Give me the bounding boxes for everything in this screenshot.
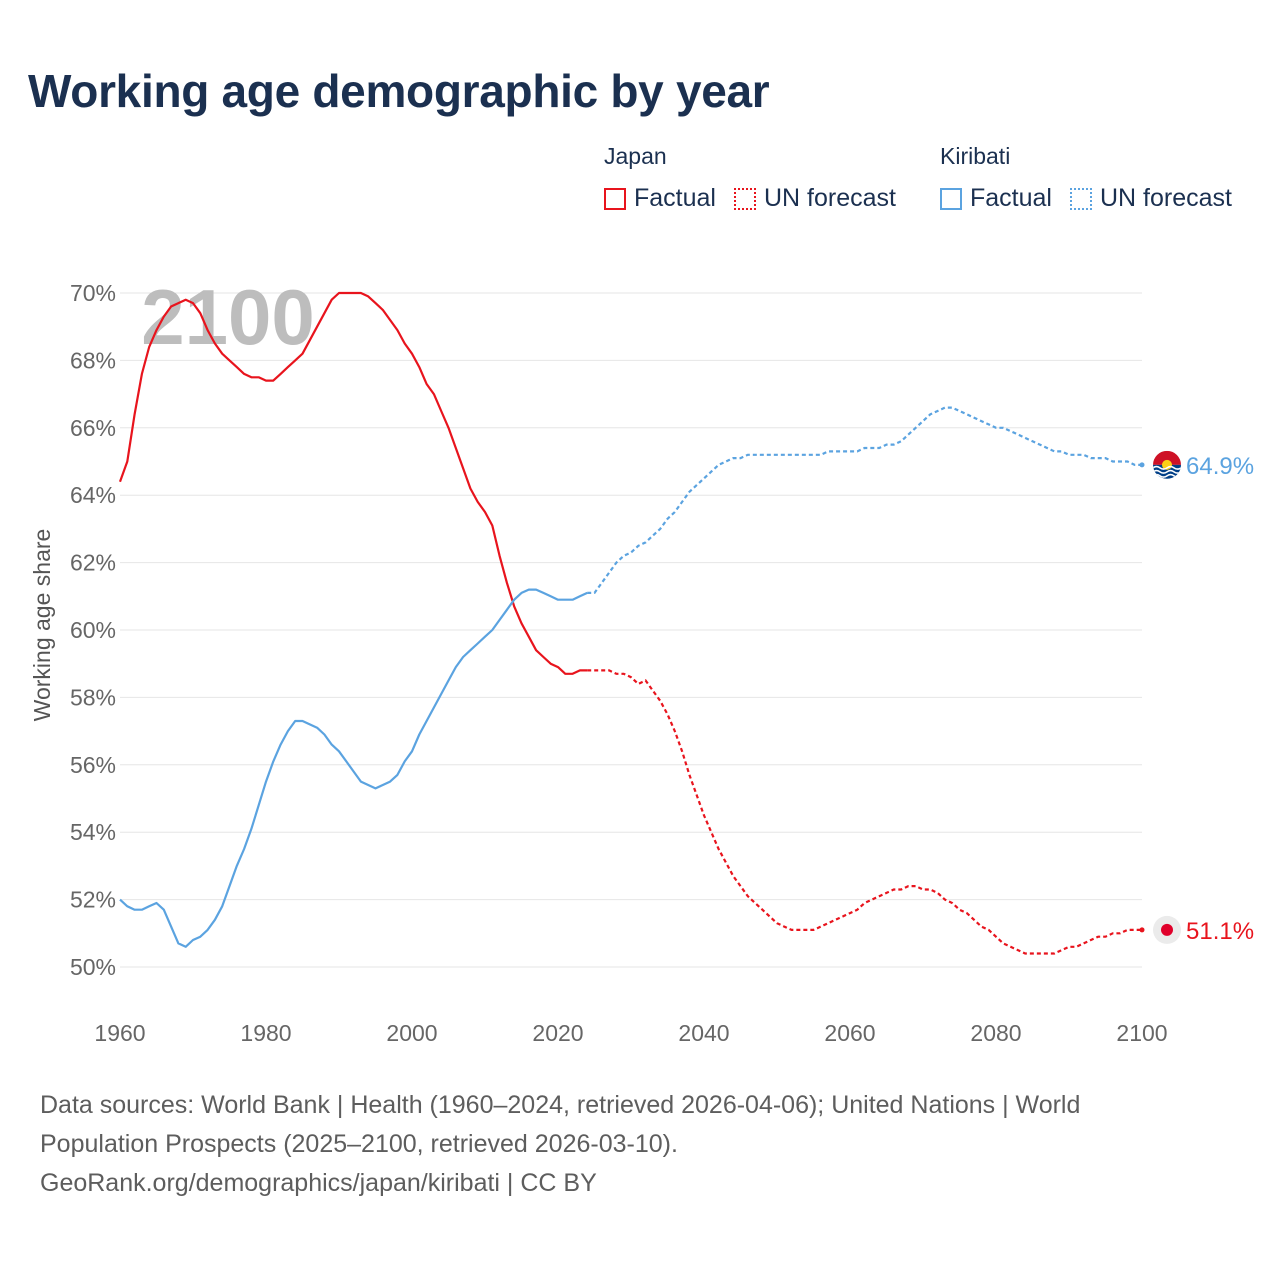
chart-title: Working age demographic by year [28, 65, 770, 117]
x-tick-label: 2000 [386, 1020, 437, 1046]
legend-kiribati-forecast[interactable]: UN forecast [1069, 184, 1232, 213]
legend-label: Factual [970, 184, 1052, 212]
legend-group-japan: Japan Factual UN forecast [604, 143, 914, 213]
y-tick-label: 54% [70, 819, 116, 845]
grid-lines [120, 292, 1142, 968]
flag-wave [1153, 473, 1181, 478]
legend-japan-forecast[interactable]: UN forecast [733, 184, 896, 213]
line-chart: 2100 50% 52% 54% 56% 58% 60% 62% 64% 66% 68% 70% 1… [29, 273, 1254, 1046]
legend-group-kiribati: Kiribati Factual UN forecast [940, 143, 1232, 213]
x-tick-label: 1960 [94, 1020, 145, 1046]
legend-swatch-dotted [733, 187, 756, 210]
footer-sources-line1: Data sources: World Bank | Health (1960–… [40, 1091, 1081, 1119]
flag-wave [1153, 465, 1181, 470]
y-tick-label: 66% [70, 415, 116, 441]
series-point-kiribati[interactable] [1139, 462, 1145, 468]
x-axis: 1960 1980 2000 2020 2040 2060 2080 2100 [94, 1020, 1167, 1046]
legend-label: UN forecast [1099, 184, 1232, 212]
legend-group-name: Kiribati [940, 143, 1011, 169]
japan-flag-icon [1153, 915, 1181, 944]
legend-swatch-solid [940, 187, 962, 210]
legend-swatch-solid [604, 187, 626, 210]
footer-link[interactable]: GeoRank.org/demographics/japan/kiribati … [40, 1169, 597, 1197]
y-tick-label: 68% [70, 347, 116, 373]
series-line-japan-factual[interactable] [118, 291, 588, 675]
series-point-japan[interactable] [1139, 927, 1145, 933]
footer-sources-line2: Population Prospects (2025–2100, retriev… [40, 1130, 678, 1158]
flag-sun [1161, 923, 1173, 936]
kiribati-flag-icon [1153, 450, 1181, 479]
legend-japan-factual[interactable]: Factual [604, 184, 716, 213]
y-tick-label: 62% [70, 550, 116, 576]
y-tick-label: 58% [70, 684, 116, 710]
year-watermark: 2100 [141, 273, 315, 361]
y-tick-label: 50% [70, 954, 116, 980]
series-line-japan-forecast[interactable] [587, 669, 1142, 955]
y-axis-label: Working age share [29, 529, 55, 722]
end-value-label-japan: 51.1% [1186, 918, 1254, 945]
legend-kiribati-factual[interactable]: Factual [940, 184, 1052, 213]
series-line-kiribati-factual[interactable] [119, 588, 588, 948]
y-tick-label: 52% [70, 887, 116, 913]
flag-sky [1153, 450, 1181, 465]
x-tick-label: 2040 [678, 1020, 729, 1046]
series-line-kiribati-forecast[interactable] [587, 406, 1142, 595]
y-tick-label: 64% [70, 482, 116, 508]
legend-group-name: Japan [604, 143, 667, 169]
x-tick-label: 1980 [240, 1020, 291, 1046]
x-tick-label: 2020 [532, 1020, 583, 1046]
legend-label: UN forecast [763, 184, 896, 212]
y-tick-label: 60% [70, 617, 116, 643]
end-markers: 51.1% 64.9% [1153, 450, 1254, 945]
x-tick-label: 2060 [824, 1020, 875, 1046]
x-tick-label: 2080 [970, 1020, 1021, 1046]
y-tick-label: 70% [70, 280, 116, 306]
flag-wave [1153, 469, 1181, 474]
footer: Data sources: World Bank | Health (1960–… [40, 1086, 1220, 1203]
x-tick-label: 2100 [1116, 1020, 1167, 1046]
y-tick-label: 56% [70, 752, 116, 778]
end-value-label-kiribati: 64.9% [1186, 453, 1254, 480]
y-axis: 50% 52% 54% 56% 58% 60% 62% 64% 66% 68% 70% [70, 280, 116, 980]
legend-label: Factual [634, 184, 716, 212]
series-layer [118, 291, 1145, 955]
legend-swatch-dotted [1069, 187, 1092, 210]
